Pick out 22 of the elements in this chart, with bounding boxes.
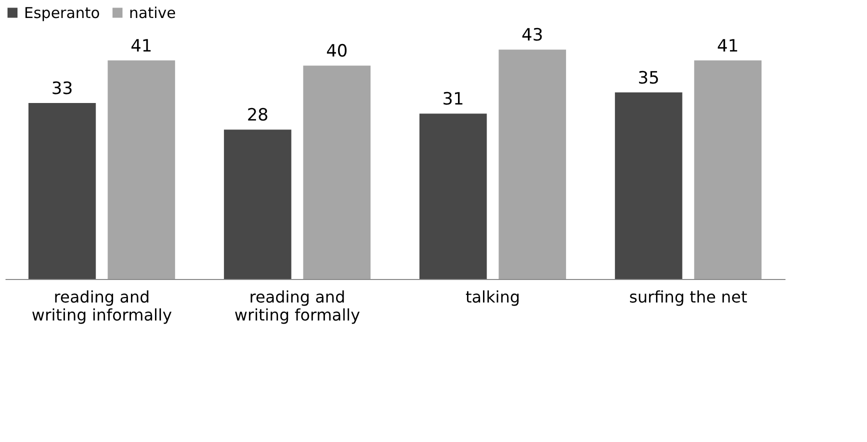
x-tick-label: talking	[465, 288, 520, 306]
data-label: 41	[717, 36, 739, 56]
data-label: 31	[442, 90, 464, 110]
bar	[614, 92, 682, 279]
data-label: 28	[246, 106, 268, 126]
bar	[28, 103, 96, 279]
bar	[498, 50, 566, 279]
legend-label: native	[129, 4, 176, 22]
x-tick-label: reading and writing informally	[32, 288, 172, 324]
x-tick-label: surfing the net	[629, 288, 748, 306]
data-label: 41	[130, 36, 152, 56]
bar	[303, 66, 371, 279]
bar	[108, 60, 176, 279]
x-tick-label: reading and writing formally	[234, 288, 360, 324]
legend-label: Esperanto	[24, 4, 100, 22]
data-label: 35	[638, 68, 660, 88]
bar	[419, 114, 487, 279]
bar	[694, 60, 762, 279]
data-label: 43	[522, 26, 544, 46]
data-label: 40	[326, 42, 348, 62]
bar	[224, 130, 292, 279]
data-label: 33	[51, 79, 73, 99]
